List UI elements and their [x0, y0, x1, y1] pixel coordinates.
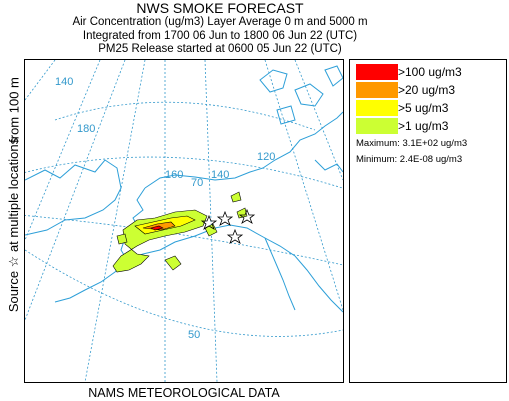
- legend-swatch-20: [356, 82, 398, 98]
- legend-label-1: >1 ug/m3: [398, 119, 449, 133]
- data-source-footer: NAMS METEOROLOGICAL DATA: [88, 386, 280, 400]
- grid-labels: 140 180 160 70 140 120 50: [55, 76, 275, 341]
- coastline-islands-3: [324, 65, 343, 87]
- plume-low-4: [230, 191, 242, 203]
- coastline-alaska-south: [126, 224, 343, 313]
- coastline-hudson: [314, 159, 343, 173]
- meridian-line-3: [264, 60, 343, 311]
- meridian-line-4: [25, 60, 101, 241]
- grid-label-3: 160: [165, 169, 183, 181]
- legend-item-1: >1 ug/m3: [356, 118, 506, 134]
- legend-label-100: >100 ug/m3: [398, 65, 462, 79]
- integration-period: Integrated from 1700 06 Jun to 1800 06 J…: [82, 30, 358, 42]
- legend-item-100: >100 ug/m3: [356, 64, 506, 80]
- meridian-line-8: [25, 60, 126, 321]
- coastline-islands-4: [276, 105, 296, 125]
- smoke-plumes: [112, 191, 248, 273]
- legend-item-5: >5 ug/m3: [356, 100, 506, 116]
- meridian-line-7: [294, 60, 343, 181]
- coastline-siberia: [25, 159, 122, 236]
- plume-peak-1: [150, 225, 164, 231]
- coastline-panhandle: [264, 237, 296, 311]
- coastline-islands-1: [259, 69, 288, 93]
- map-canvas: 140 180 160 70 140 120 50: [25, 60, 343, 382]
- grid-label-6: 120: [257, 151, 275, 163]
- forecast-map: 140 180 160 70 140 120 50: [24, 59, 344, 383]
- coastline-alaska-north: [144, 167, 264, 189]
- legend-item-20: >20 ug/m3: [356, 82, 506, 98]
- meridian-line-5: [25, 60, 56, 101]
- source-star-2: [216, 210, 234, 226]
- legend-swatch-1: [356, 118, 398, 134]
- legend-swatch-5: [356, 100, 398, 116]
- minimum-value: Minimum: 2.4E-08 ug/m3: [356, 154, 463, 165]
- release-height-label: from 100 m: [6, 77, 22, 143]
- source-star-1: [200, 214, 218, 230]
- legend-label-20: >20 ug/m3: [398, 83, 456, 97]
- grid-label-7: 50: [188, 329, 200, 341]
- maximum-value: Maximum: 3.1E+02 ug/m3: [356, 138, 468, 149]
- latitude-line-50: [25, 249, 343, 337]
- plume-low-5: [236, 207, 248, 219]
- grid-label-5: 140: [211, 169, 229, 181]
- legend-label-5: >5 ug/m3: [398, 101, 449, 115]
- grid-label-2: 180: [77, 123, 95, 135]
- plume-low-6: [116, 233, 128, 245]
- source-star-4: [226, 228, 244, 244]
- latitude-line-70: [25, 156, 343, 189]
- coastline-islands-2: [294, 83, 324, 107]
- plume-low-3: [204, 223, 218, 237]
- concentration-subtitle: Air Concentration (ug/m3) Layer Average …: [72, 16, 368, 28]
- plume-low-2: [164, 255, 182, 271]
- source-markers: [200, 208, 256, 244]
- source-star-3: [238, 208, 256, 224]
- legend-swatch-100: [356, 64, 398, 80]
- coastlines: [25, 65, 343, 313]
- grid-label-4: 70: [191, 177, 203, 189]
- map-title: NWS SMOKE FORECAST: [136, 0, 304, 16]
- coastline-canada-arctic: [262, 111, 343, 169]
- release-info: PM25 Release started at 0600 05 Jun 22 (…: [98, 43, 342, 55]
- source-locations-label: Source ☆ at multiple locations: [6, 137, 21, 313]
- meridian-line-2: [84, 60, 146, 382]
- legend: >100 ug/m3 >20 ug/m3 >5 ug/m3 >1 ug/m3 M…: [349, 59, 507, 383]
- latitude-line-60: [25, 215, 343, 266]
- grid-label-1: 140: [55, 76, 73, 88]
